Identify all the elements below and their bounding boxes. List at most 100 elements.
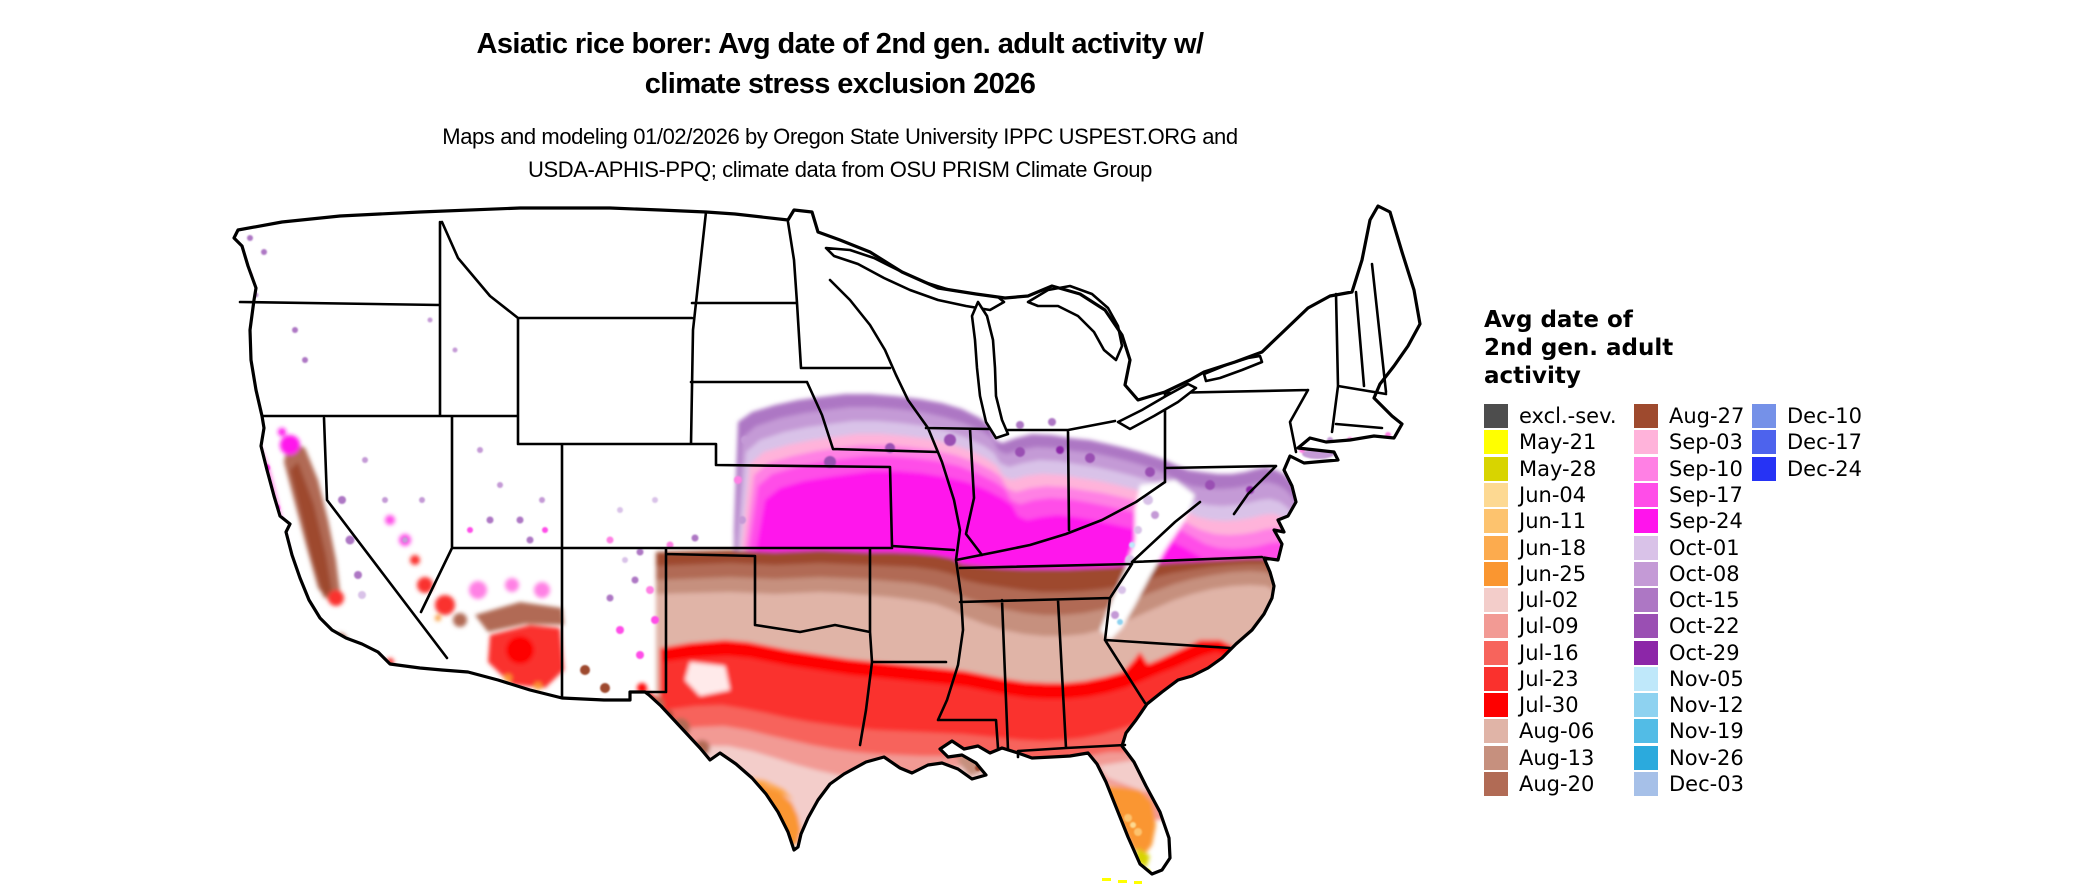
legend-swatch	[1634, 640, 1658, 665]
blob-valley-magenta	[280, 435, 300, 455]
legend-swatch	[1484, 666, 1508, 691]
legend-swatch	[1484, 588, 1508, 613]
legend-entry: Jul-23	[1484, 666, 1617, 691]
legend-swatch	[1484, 693, 1508, 718]
blob-white-west-texas	[685, 662, 730, 696]
legend-entry: Aug-20	[1484, 772, 1617, 797]
legend-entry-label: Aug-27	[1669, 404, 1745, 429]
page-subtitle: Maps and modeling 01/02/2026 by Oregon S…	[0, 120, 1680, 186]
legend-entry-label: Jun-25	[1519, 561, 1587, 586]
title-line-2: climate stress exclusion 2026	[644, 68, 1036, 100]
legend-swatch	[1484, 404, 1508, 429]
legend-swatch	[1634, 456, 1658, 481]
legend-entry: Oct-22	[1634, 614, 1744, 639]
legend-swatch	[1634, 509, 1658, 534]
legend-entry: May-21	[1484, 430, 1617, 455]
blob-white-appalachians	[1100, 480, 1195, 640]
subtitle-line-1: Maps and modeling 01/02/2026 by Oregon S…	[442, 124, 1238, 149]
legend-swatch	[1484, 719, 1508, 744]
state-borders	[238, 210, 1388, 759]
legend-entry-label: Jul-02	[1519, 588, 1579, 613]
legend-column-2: Aug-27 Sep-03 Sep-10 Sep-17 Sep-24 Oct-01 Oct-…	[1634, 404, 1744, 798]
legend-entry-label: Aug-06	[1519, 719, 1595, 744]
legend-entry: Jun-18	[1484, 535, 1617, 560]
legend-entry-label: Dec-17	[1787, 430, 1862, 455]
legend-swatch	[1634, 535, 1658, 560]
legend-entry-label: Sep-03	[1669, 430, 1743, 455]
legend-entry-label: Aug-13	[1519, 745, 1595, 770]
legend-entry-label: Oct-22	[1669, 614, 1740, 639]
legend-entry-label: Nov-12	[1669, 693, 1744, 718]
legend-entry: May-28	[1484, 456, 1617, 481]
legend-entry-label: Sep-10	[1669, 456, 1743, 481]
page-title: Asiatic rice borer: Avg date of 2nd gen.…	[0, 24, 1680, 104]
legend-entry-label: May-21	[1519, 430, 1597, 455]
legend-swatch	[1752, 404, 1776, 429]
blob-valley-dark	[290, 462, 332, 598]
legend-entry-label: Jul-30	[1519, 693, 1579, 718]
blob-jun-25-florida	[1105, 785, 1156, 858]
lake-erie	[1116, 382, 1198, 431]
legend-swatch	[1752, 456, 1776, 481]
legend-swatch	[1484, 509, 1508, 534]
speckles	[247, 235, 1391, 874]
legend-entry: Nov-12	[1634, 693, 1744, 718]
legend-entry: Sep-10	[1634, 456, 1744, 481]
subtitle-line-2: USDA-APHIS-PPQ; climate data from OSU PR…	[528, 157, 1152, 182]
legend-swatch	[1634, 772, 1658, 797]
legend-entry: Dec-17	[1752, 430, 1862, 455]
legend-swatch	[1634, 666, 1658, 691]
legend-entry: Jul-16	[1484, 640, 1617, 665]
legend-entry-label: Jun-04	[1519, 482, 1587, 507]
legend-swatch	[1634, 719, 1658, 744]
legend-entry: Aug-13	[1484, 745, 1617, 770]
legend-swatch	[1634, 482, 1658, 507]
legend-entry: Oct-01	[1634, 535, 1744, 560]
legend-entry: Jun-04	[1484, 482, 1617, 507]
legend-entry: Nov-05	[1634, 666, 1744, 691]
us-map-svg	[232, 204, 1422, 884]
legend-entry-label: Oct-08	[1669, 561, 1740, 586]
legend-swatch	[1484, 640, 1508, 665]
legend-entry-label: Nov-26	[1669, 745, 1744, 770]
legend-entry: Nov-19	[1634, 719, 1744, 744]
legend-entry: Jul-09	[1484, 614, 1617, 639]
legend-swatch	[1484, 430, 1508, 455]
legend-entry: Oct-08	[1634, 561, 1744, 586]
legend-entry: excl.-sev.	[1484, 404, 1617, 429]
florida-keys	[1102, 878, 1142, 884]
map-legend: Avg date of 2nd gen. adult activity excl…	[1484, 306, 2044, 804]
legend-entry-label: May-28	[1519, 456, 1597, 481]
legend-column-3: Dec-10 Dec-17 Dec-24	[1752, 404, 1862, 483]
blob-pink-north-arizona	[469, 581, 487, 599]
legend-entry-label: Oct-29	[1669, 640, 1740, 665]
legend-entry-label: Sep-24	[1669, 509, 1743, 534]
blob-brown-mogollon	[475, 602, 564, 632]
legend-entry-label: Dec-03	[1669, 772, 1744, 797]
legend-swatch	[1752, 430, 1776, 455]
legend-entry-label: Nov-05	[1669, 666, 1744, 691]
legend-swatch	[1484, 482, 1508, 507]
legend-column-1: excl.-sev. May-21 May-28 Jun-04 Jun-11 Jun-18…	[1484, 404, 1617, 798]
legend-entry: Dec-24	[1752, 456, 1862, 481]
legend-entry: Jun-11	[1484, 509, 1617, 534]
legend-entry: Sep-03	[1634, 430, 1744, 455]
map-outline	[232, 204, 1422, 876]
legend-title-line-2: 2nd gen. adult	[1484, 335, 1674, 361]
legend-entries: excl.-sev. May-21 May-28 Jun-04 Jun-11 Jun-18…	[1484, 404, 2044, 804]
blob-white-mojave	[386, 615, 414, 635]
legend-entry: Oct-15	[1634, 588, 1744, 613]
legend-title-line-1: Avg date of	[1484, 307, 1633, 333]
legend-entry-label: Oct-01	[1669, 535, 1740, 560]
legend-swatch	[1634, 561, 1658, 586]
legend-entry: Jul-02	[1484, 588, 1617, 613]
title-line-1: Asiatic rice borer: Avg date of 2nd gen.…	[476, 28, 1204, 60]
legend-entry: Sep-24	[1634, 509, 1744, 534]
legend-entry-label: Jul-09	[1519, 614, 1579, 639]
legend-swatch	[1484, 772, 1508, 797]
legend-entry: Dec-03	[1634, 772, 1744, 797]
legend-entry-label: Jun-18	[1519, 535, 1587, 560]
legend-title: Avg date of 2nd gen. adult activity	[1484, 306, 2044, 390]
legend-entry: Sep-17	[1634, 482, 1744, 507]
